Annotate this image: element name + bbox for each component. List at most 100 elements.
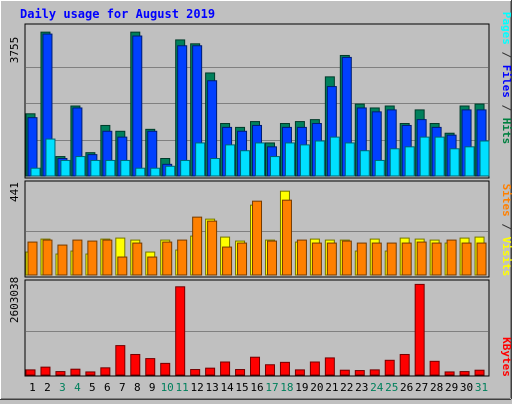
bar-sites-day-28 [431,242,442,276]
bar-kbytes-day-12 [190,369,201,376]
legend-part: KBytes [500,337,512,377]
bar-pages-day-25 [389,148,400,177]
bar-kbytes-day-10 [160,362,171,376]
bar-sites-day-23 [356,242,367,276]
bar-sites-day-15 [237,242,248,276]
bar-kbytes-day-8 [130,353,141,376]
bar-kbytes-day-20 [309,361,320,376]
day-label: 11 [176,381,189,394]
bar-sites-day-22 [341,240,352,276]
bar-pages-day-31 [479,140,490,177]
day-label: 5 [89,381,96,394]
day-label: 15 [235,381,248,394]
bar-sites-day-31 [476,242,487,276]
bar-kbytes-day-31 [474,369,485,376]
day-label: 6 [104,381,111,394]
bar-sites-day-5 [87,240,98,276]
bar-pages-day-13 [210,158,221,177]
bar-pages-day-1 [30,167,41,177]
bar-kbytes-day-7 [115,345,126,376]
bar-sites-day-30 [461,242,472,276]
bar-sites-day-18 [281,199,292,276]
day-label: 29 [445,381,458,394]
bar-sites-day-4 [72,239,83,276]
series-pages [30,136,490,177]
bar-sites-day-6 [102,239,113,276]
legend-part: Files [500,65,512,98]
day-label: 13 [205,381,218,394]
panel-kbytes [24,279,490,377]
middle-max-label: 441 [8,182,21,202]
day-label: 16 [250,381,263,394]
bar-sites-day-3 [57,244,68,276]
bar-kbytes-day-4 [70,368,81,376]
day-label: 24 [370,381,384,394]
series-sites [27,199,487,276]
bar-kbytes-day-27 [414,283,425,376]
bar-kbytes-day-25 [384,359,395,376]
bar-kbytes-day-15 [235,369,246,376]
day-label: 12 [191,381,204,394]
legend-part: / [500,45,512,65]
panel-hits_files_pages [24,23,490,179]
bar-pages-day-17 [269,156,280,177]
day-label: 25 [385,381,398,394]
bar-pages-day-12 [195,142,206,177]
bar-sites-day-16 [252,200,263,276]
bar-kbytes-day-5 [85,371,96,376]
legend-part: Visits [500,237,512,277]
day-label: 26 [400,381,413,394]
day-label: 1 [29,381,36,394]
bar-sites-day-1 [27,241,38,276]
bar-pages-day-2 [45,138,56,177]
bar-sites-day-10 [162,241,173,276]
bar-pages-day-8 [135,167,146,177]
legend-sites-visits: Sites / Visits [500,184,512,277]
bar-pages-day-26 [404,146,415,177]
bar-kbytes-day-13 [205,367,216,376]
chart-title: Daily usage for August 2019 [20,7,215,21]
bar-pages-day-22 [344,142,355,177]
bar-kbytes-day-14 [220,361,231,376]
bar-kbytes-day-21 [324,357,335,376]
bar-files-day-1 [27,117,38,177]
bar-pages-day-14 [225,144,236,177]
day-label: 8 [134,381,141,394]
day-label: 14 [220,381,234,394]
bar-pages-day-19 [299,144,310,177]
bar-pages-day-11 [180,159,191,177]
bar-pages-day-3 [60,159,71,177]
day-label: 10 [161,381,174,394]
bar-sites-day-17 [266,240,277,276]
bottom-max-label: 2603038 [8,277,21,323]
day-label: 3 [59,381,66,394]
bar-sites-day-24 [371,242,382,276]
day-label: 21 [325,381,338,394]
bar-kbytes-day-30 [459,371,470,376]
day-label: 19 [295,381,308,394]
day-label: 9 [149,381,156,394]
bar-pages-day-10 [165,165,176,177]
bar-kbytes-day-23 [354,370,365,376]
bar-pages-day-18 [284,142,295,177]
legend-part: / [500,217,512,237]
bar-pages-day-21 [329,136,340,177]
bar-kbytes-day-24 [369,369,380,376]
day-label: 22 [340,381,353,394]
bar-pages-day-4 [75,156,86,177]
bar-sites-day-26 [401,242,412,276]
bar-pages-day-28 [434,136,445,177]
bar-kbytes-day-28 [429,360,440,376]
bar-kbytes-day-19 [294,369,305,376]
bar-pages-day-9 [150,167,161,177]
bar-pages-day-27 [419,136,430,177]
bar-sites-day-7 [117,256,128,276]
top-max-label: 3755 [8,37,21,64]
bar-kbytes-day-26 [399,353,410,376]
day-label: 7 [119,381,126,394]
bar-pages-day-23 [359,150,370,177]
day-label: 27 [415,381,428,394]
bar-sites-day-8 [132,242,143,276]
